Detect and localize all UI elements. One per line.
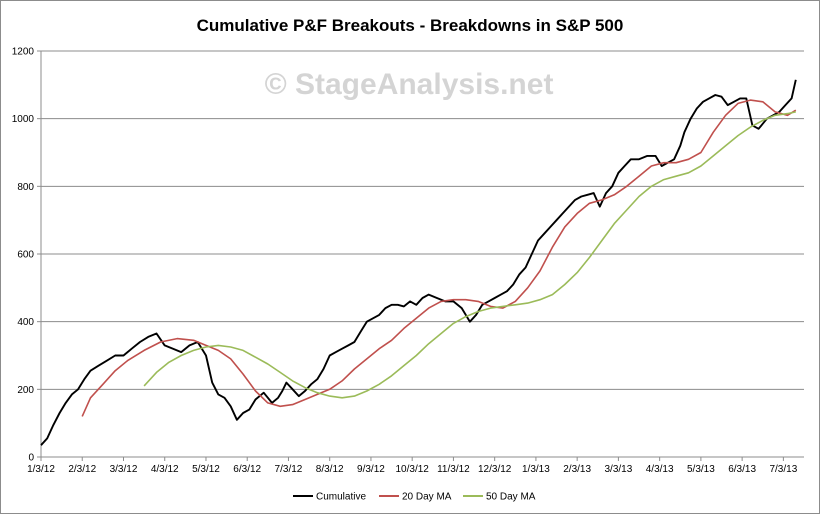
x-tick-label: 11/3/12: [437, 464, 470, 475]
x-tick-label: 4/3/13: [646, 464, 674, 475]
x-tick-label: 10/3/12: [396, 464, 430, 475]
legend-label-50-day-ma: 50 Day MA: [486, 492, 536, 503]
x-tick-label: 3/3/13: [604, 464, 632, 475]
series-lines: [40, 79, 797, 446]
x-tick-label: 2/3/12: [68, 464, 96, 475]
x-tick-label: 8/3/12: [316, 464, 344, 475]
x-tick-label: 6/3/13: [728, 464, 756, 475]
legend: Cumulative 20 Day MA 50 Day MA: [293, 492, 536, 503]
chart-title: Cumulative P&F Breakouts - Breakdowns in…: [197, 16, 624, 35]
y-tick-label: 600: [17, 250, 34, 261]
y-tick-label: 800: [17, 182, 34, 193]
x-tick-label: 3/3/12: [110, 464, 138, 475]
series-line-20-day-ma: [81, 99, 797, 417]
x-tick-label: 7/3/13: [769, 464, 797, 475]
legend-label-20-day-ma: 20 Day MA: [402, 492, 452, 503]
x-tick-label: 2/3/13: [563, 464, 591, 475]
y-tick-label: 200: [17, 385, 34, 396]
watermark-text: © StageAnalysis.net: [265, 68, 554, 101]
series-line-50-day-ma: [143, 111, 796, 399]
y-tick-label: 1200: [12, 47, 35, 58]
gridlines: [41, 50, 804, 390]
series-line-cumulative: [40, 79, 797, 446]
x-tick-label: 4/3/12: [151, 464, 179, 475]
x-tick-label: 6/3/12: [233, 464, 261, 475]
y-tick-label: 0: [28, 453, 34, 464]
x-tick-label: 9/3/12: [357, 464, 385, 475]
y-tick-label: 1000: [12, 114, 35, 125]
y-tick-label: 400: [17, 317, 34, 328]
x-tick-label: 1/3/13: [522, 464, 550, 475]
x-tick-label: 5/3/12: [192, 464, 220, 475]
x-tick-label: 7/3/12: [275, 464, 303, 475]
x-tick-label: 1/3/12: [27, 464, 55, 475]
x-tick-label: 12/3/12: [478, 464, 512, 475]
axes: 0 200 400 600 800 1000 1200 1/3/12 2/3/12 3/3/12 4…: [12, 47, 804, 475]
legend-label-cumulative: Cumulative: [316, 492, 366, 503]
x-tick-label: 5/3/13: [687, 464, 715, 475]
